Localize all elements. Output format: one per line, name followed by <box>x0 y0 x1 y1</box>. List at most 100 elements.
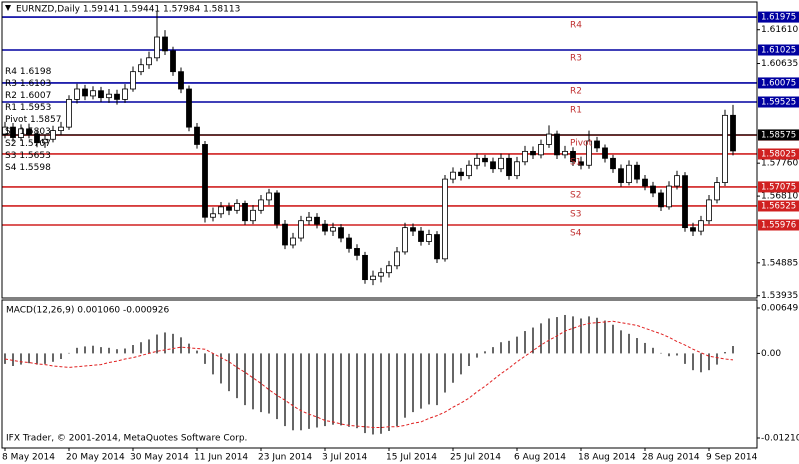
candle-body <box>114 93 120 100</box>
level-price: 1.57075 <box>761 182 796 192</box>
candle-body <box>522 150 528 163</box>
current-price-label: 1.58575 <box>761 130 796 140</box>
candle-body <box>714 182 720 201</box>
candle-body <box>442 178 448 260</box>
level-price-box <box>758 77 799 89</box>
level-name: S2 <box>5 139 16 149</box>
candle-body <box>58 126 64 131</box>
collapse-icon[interactable] <box>5 5 11 11</box>
candle-body <box>458 171 464 177</box>
candle-body <box>154 36 160 59</box>
level-short: 1.5857 <box>30 115 62 125</box>
candle-body <box>538 144 544 156</box>
candle-body <box>274 192 280 225</box>
candle-body <box>42 138 48 144</box>
level-name: R4 <box>5 67 17 77</box>
candle-body <box>642 178 648 187</box>
candle-body <box>362 254 368 281</box>
candle-body <box>506 157 512 177</box>
candle-body <box>34 133 40 144</box>
x-tick-label: 23 Jun 2014 <box>258 453 312 463</box>
level-summary: R4 1.6198 <box>5 67 52 77</box>
macd-panel-frame <box>1 299 758 449</box>
level-label: R4 <box>570 21 582 31</box>
candle-body <box>266 192 272 201</box>
level-price: 1.61025 <box>761 46 796 56</box>
candle-body <box>186 88 192 128</box>
level-price-box <box>758 200 799 212</box>
level-name: S4 <box>5 163 17 173</box>
x-tick-label: 30 May 2014 <box>130 453 189 463</box>
level-short: 1.5803 <box>19 127 51 137</box>
candle-body <box>226 206 232 211</box>
candle-body <box>394 251 400 267</box>
candle-body <box>578 161 584 166</box>
candle-body <box>554 133 560 156</box>
candle-body <box>658 192 664 208</box>
y-tick-label: 1.56810 <box>761 192 798 202</box>
candle-body <box>498 157 504 170</box>
candle-body <box>610 157 616 170</box>
level-name: R3 <box>5 79 17 89</box>
candle-body <box>130 71 136 90</box>
candle-body <box>546 133 552 145</box>
candle-body <box>258 199 264 211</box>
candle-body <box>242 202 248 222</box>
level-price: 1.56525 <box>761 201 796 211</box>
level-summary: S1 1.5803 <box>5 127 51 137</box>
level-summary: R3 1.6103 <box>5 79 51 89</box>
candle-body <box>218 206 224 215</box>
candle-body <box>530 150 536 156</box>
candle-body <box>626 164 632 183</box>
candle-body <box>418 230 424 242</box>
level-summary: S3 1.5653 <box>5 151 51 161</box>
x-tick-label: 18 Aug 2014 <box>578 453 636 463</box>
candle-body <box>10 126 16 138</box>
candle-body <box>66 98 72 128</box>
candle-body <box>594 140 600 149</box>
candle-body <box>74 88 80 100</box>
level-price-box <box>758 96 799 108</box>
level-label: S1 <box>570 157 581 167</box>
candle-body <box>586 140 592 166</box>
footer: IFX Trader, © 2001-2014, MetaQuotes Soft… <box>6 434 247 444</box>
level-summary: R2 1.6007 <box>5 91 51 101</box>
x-tick-label: 11 Jun 2014 <box>194 453 248 463</box>
candle-body <box>250 209 256 222</box>
candle-body <box>26 128 32 135</box>
candle-body <box>674 175 680 187</box>
candle-body <box>386 265 392 274</box>
candle-body <box>722 114 728 183</box>
candle-body <box>50 130 56 140</box>
level-summary: S2 1.5707 <box>5 139 51 149</box>
candle-body <box>370 275 376 281</box>
current-price-box <box>758 129 799 141</box>
level-label: R2 <box>570 86 582 96</box>
candle-body <box>354 248 360 256</box>
x-tick-label: 25 Jul 2014 <box>450 453 501 463</box>
candle-body <box>434 234 440 260</box>
candle-body <box>306 216 312 222</box>
candle-body <box>170 50 176 73</box>
candle-body <box>618 168 624 183</box>
x-tick-label: 20 May 2014 <box>66 453 125 463</box>
candle-body <box>466 164 472 177</box>
level-price-box <box>758 11 799 23</box>
candle-body <box>482 157 488 163</box>
candle-body <box>282 223 288 246</box>
candle-body <box>410 227 416 232</box>
level-price-box <box>758 181 799 193</box>
level-short: 1.5707 <box>19 139 51 149</box>
level-summary: Pivot 1.5857 <box>5 115 61 125</box>
candle-body <box>322 223 328 232</box>
y-tick-label: 1.57760 <box>761 159 798 169</box>
level-short: 1.6007 <box>20 91 52 101</box>
candle-body <box>98 90 104 99</box>
candle-body <box>474 157 480 166</box>
candle-body <box>202 144 208 218</box>
level-label: S3 <box>570 209 581 219</box>
level-label: Pivot <box>570 139 593 149</box>
x-tick-label: 3 Jul 2014 <box>322 453 367 463</box>
level-label: S4 <box>570 229 582 239</box>
macd-title: MACD(12,26,9) 0.001060 -0.000926 <box>6 306 169 316</box>
